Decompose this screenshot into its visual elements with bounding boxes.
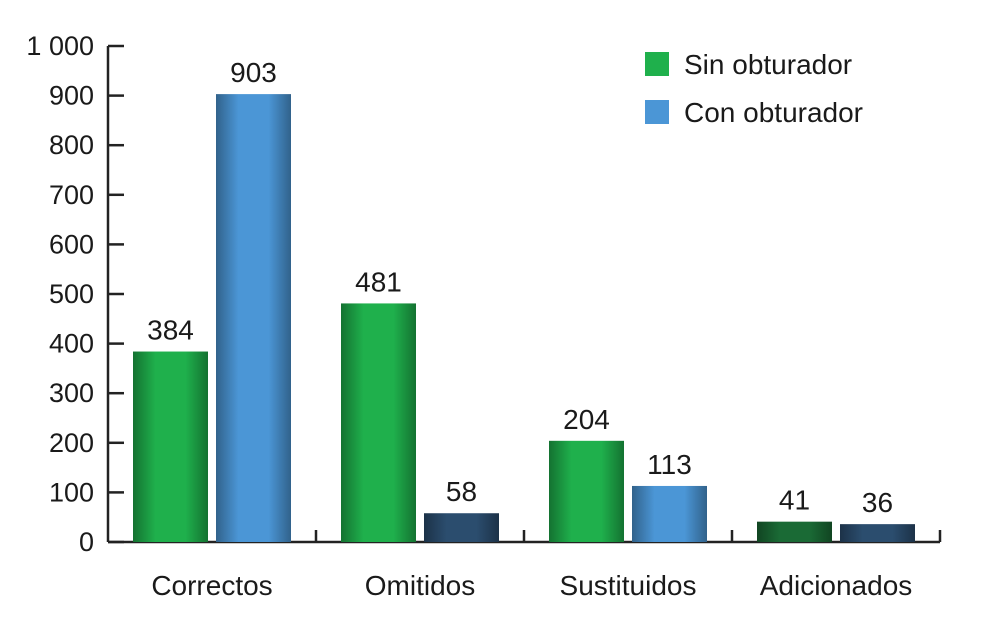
y-tick-label: 600 [49, 229, 94, 259]
bars [133, 94, 915, 542]
data-label-con-obturador-adicionados: 36 [862, 487, 893, 518]
y-tick-label: 800 [49, 130, 94, 160]
bar-sin-obturador-correctos [133, 351, 208, 542]
x-tick-label-sustituidos: Sustituidos [560, 570, 697, 601]
bar-con-obturador-correctos [216, 94, 291, 542]
y-tick-label: 1 000 [26, 31, 94, 61]
bar-sin-obturador-adicionados [757, 521, 832, 542]
y-tick-label: 900 [49, 81, 94, 111]
legend-swatch-con-obturador [645, 100, 669, 124]
y-tick-label: 200 [49, 428, 94, 458]
legend-label-con-obturador: Con obturador [684, 97, 863, 128]
data-label-sin-obturador-omitidos: 481 [355, 266, 402, 297]
y-tick-label: 500 [49, 279, 94, 309]
bar-con-obturador-omitidos [424, 513, 499, 542]
data-label-sin-obturador-correctos: 384 [147, 315, 194, 346]
bar-con-obturador-sustituidos [632, 485, 707, 542]
y-tick-label: 300 [49, 378, 94, 408]
y-tick-label: 400 [49, 329, 94, 359]
legend-swatch-sin-obturador [645, 52, 669, 76]
bar-sin-obturador-sustituidos [549, 440, 624, 542]
axes: 0 100 200 300 400 500 600 700 800 900 1 000 Correct… [26, 31, 942, 601]
data-labels: 384 903 481 58 204 113 41 36 [147, 57, 893, 518]
y-tick-label: 700 [49, 180, 94, 210]
x-tick-label-omitidos: Omitidos [365, 570, 475, 601]
legend-label-sin-obturador: Sin obturador [684, 49, 852, 80]
bar-sin-obturador-omitidos [341, 303, 416, 542]
data-label-sin-obturador-sustituidos: 204 [563, 404, 610, 435]
bar-con-obturador-adicionados [840, 524, 915, 542]
data-label-sin-obturador-adicionados: 41 [779, 485, 810, 516]
y-tick-label: 100 [49, 477, 94, 507]
data-label-con-obturador-sustituidos: 113 [647, 449, 692, 480]
legend: Sin obturador Con obturador [645, 49, 863, 128]
data-label-con-obturador-omitidos: 58 [446, 476, 477, 507]
data-label-con-obturador-correctos: 903 [230, 57, 277, 88]
y-tick-label: 0 [79, 527, 94, 557]
x-tick-label-correctos: Correctos [151, 570, 272, 601]
x-tick-label-adicionados: Adicionados [760, 570, 913, 601]
